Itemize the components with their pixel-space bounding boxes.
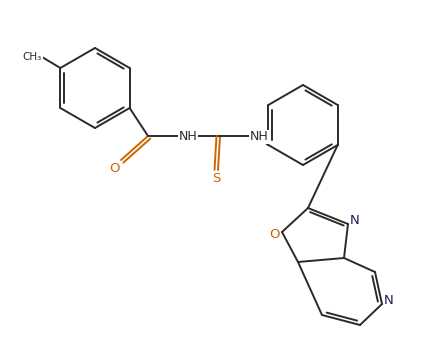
Text: S: S xyxy=(212,173,220,185)
Text: N: N xyxy=(350,215,360,227)
Text: CH₃: CH₃ xyxy=(23,52,42,62)
Text: N: N xyxy=(384,295,394,307)
Text: NH: NH xyxy=(178,131,197,143)
Text: O: O xyxy=(269,227,279,240)
Text: O: O xyxy=(109,161,119,175)
Text: NH: NH xyxy=(250,131,268,143)
